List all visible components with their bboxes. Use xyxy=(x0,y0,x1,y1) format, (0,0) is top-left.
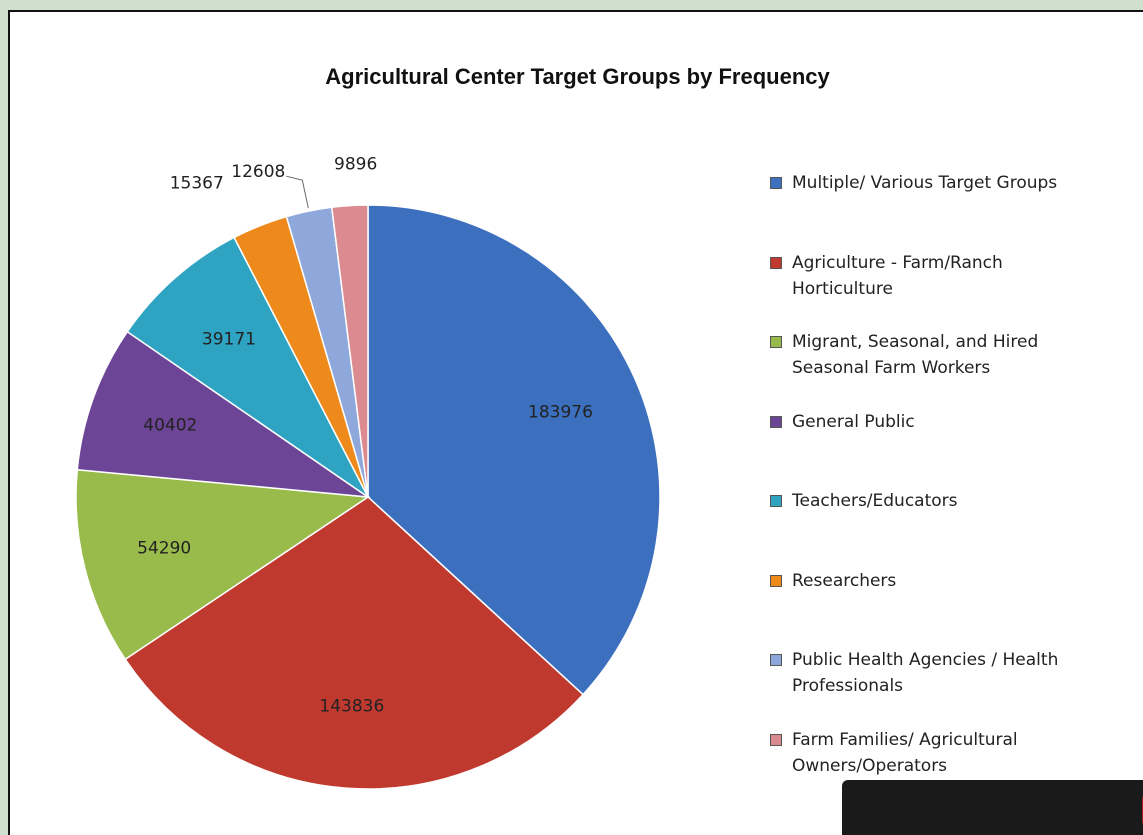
pie-slice xyxy=(330,204,369,498)
legend-swatch xyxy=(770,654,782,666)
legend-swatch xyxy=(770,495,782,507)
legend-label: General Public xyxy=(792,411,915,432)
pie-slice xyxy=(75,468,371,661)
legend-label: Public Health Agencies / Health Professi… xyxy=(792,650,1059,696)
leader-line xyxy=(286,175,309,209)
legend-label: Migrant, Seasonal, and Hired Seasonal Fa… xyxy=(792,332,1039,378)
legend-swatch xyxy=(770,733,782,746)
pie-chart: 183976 143836 54290 40402 39171 15367 12608 989… xyxy=(75,155,661,790)
data-label: 143836 xyxy=(319,697,384,717)
pie-slice xyxy=(76,330,371,499)
data-label: 39171 xyxy=(202,329,256,349)
legend-label: Farm Families/ Agricultural Owners/Opera… xyxy=(792,729,1018,776)
data-label: 15367 xyxy=(170,173,224,193)
legend-label: Teachers/Educators xyxy=(792,491,958,511)
data-label: 9896 xyxy=(334,155,377,175)
legend-item: Multiple/ Various Target Groups xyxy=(770,170,1100,196)
legend-label: Multiple/ Various Target Groups xyxy=(792,173,1058,193)
chart-title: Agricultural Center Target Groups by Fre… xyxy=(325,64,830,89)
legend-swatch xyxy=(770,336,782,348)
legend-item: Agriculture - Farm/Ranch Horticulture xyxy=(770,250,1100,302)
legend-swatch xyxy=(770,256,782,269)
data-label: 12608 xyxy=(231,162,285,182)
pie-slice xyxy=(124,496,585,790)
photo-fragment xyxy=(842,780,1143,835)
legend-swatch xyxy=(770,415,782,428)
legend-item: General Public xyxy=(770,409,1100,435)
legend-item: Public Health Agencies / Health Professi… xyxy=(770,647,1100,699)
legend-label: Agriculture - Farm/Ranch Horticulture xyxy=(792,252,1003,299)
pie-slice xyxy=(126,236,369,498)
legend-item: Migrant, Seasonal, and Hired Seasonal Fa… xyxy=(770,329,1100,381)
legend-item: Teachers/Educators xyxy=(770,488,1100,514)
legend-swatch xyxy=(770,177,782,189)
data-label: 40402 xyxy=(143,415,197,435)
pie-slice xyxy=(367,204,661,696)
legend-label: Researchers xyxy=(792,570,897,591)
legend-item: Farm Families/ Agricultural Owners/Opera… xyxy=(770,727,1100,779)
legend-swatch xyxy=(770,574,782,587)
chart-frame: Agricultural Center Target Groups by Fre… xyxy=(8,10,1143,835)
data-label: 183976 xyxy=(528,402,593,422)
data-label: 54290 xyxy=(137,539,191,559)
legend-item: Researchers xyxy=(770,568,1100,594)
